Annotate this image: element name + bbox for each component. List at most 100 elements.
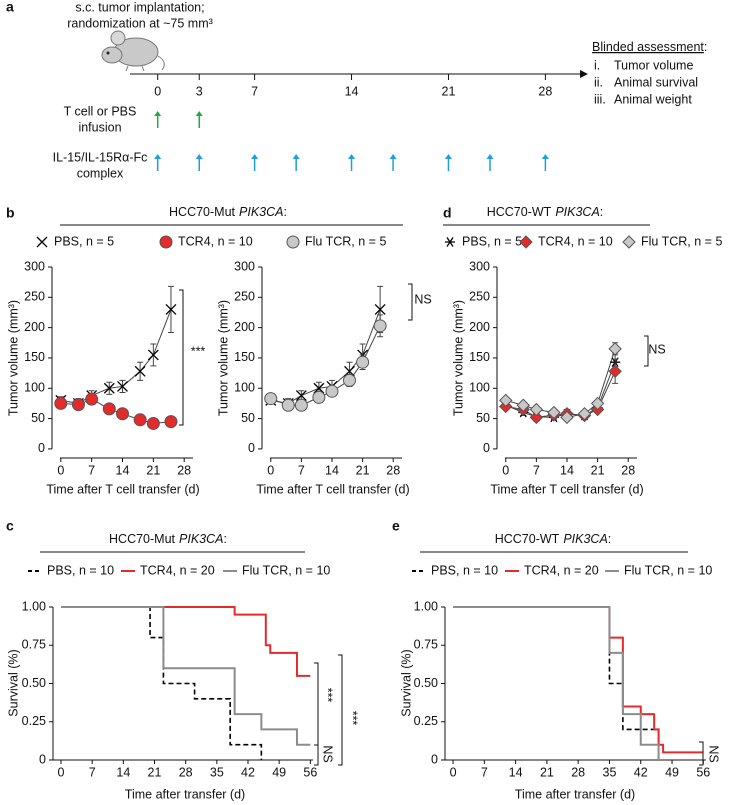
- y-tick-label: 1.00: [22, 599, 46, 613]
- x-tick-label: 28: [538, 84, 552, 98]
- x-tick-label: 49: [272, 765, 286, 779]
- marker: [344, 365, 355, 377]
- y-tick-label: 300: [234, 259, 255, 273]
- y-tick-label: 300: [24, 259, 45, 273]
- legend-swatch: [286, 235, 300, 249]
- y-tick-label: 0: [248, 441, 255, 455]
- x-tick-label: 28: [621, 463, 635, 477]
- marker: [608, 342, 622, 356]
- marker: [529, 402, 544, 417]
- marker: [374, 303, 386, 315]
- marker: [85, 392, 99, 406]
- marker: [590, 396, 605, 411]
- panel-letter: d: [443, 205, 452, 221]
- marker: [54, 396, 68, 410]
- marker: [71, 398, 85, 412]
- y-tick-label: 250: [469, 290, 490, 304]
- legend-label: Flu TCR, n = 10: [624, 563, 712, 577]
- x-tick-label: 3: [196, 84, 203, 98]
- x-tick-label: 35: [210, 765, 224, 779]
- event-arrow: [444, 154, 452, 171]
- y-tick-label: 150: [24, 350, 45, 364]
- legend-label: TCR4, n = 10: [178, 234, 253, 248]
- arrow-head: [195, 111, 203, 116]
- x-tick-label: 28: [177, 463, 191, 477]
- marker: [117, 380, 128, 392]
- x-tick-label: 56: [696, 765, 710, 779]
- header-part: HCC70-Mut: [169, 205, 236, 219]
- y-tick-label: 300: [469, 259, 490, 273]
- x-tick-label: 7: [481, 765, 488, 779]
- y-tick-label: 0.25: [22, 714, 46, 728]
- y-axis-label: Tumor volume (mm³): [451, 300, 465, 416]
- marker: [499, 393, 513, 408]
- legend-label: PBS, n = 10: [47, 563, 114, 577]
- panel-letter: a: [6, 0, 14, 15]
- x-tick-label: 0: [58, 765, 65, 779]
- x-tick-label: 0: [450, 765, 457, 779]
- x-tick-label: 7: [89, 765, 96, 779]
- event-arrow: [348, 154, 356, 171]
- significance-bracket: [314, 744, 319, 766]
- x-tick-label: 28: [179, 765, 193, 779]
- x-tick-label: 56: [303, 765, 317, 779]
- event-arrow: [292, 154, 300, 171]
- x-tick-label: 21: [591, 463, 605, 477]
- x-tick-label: 0: [502, 463, 509, 477]
- survival-line: [61, 606, 311, 746]
- y-tick-label: 50: [476, 411, 490, 425]
- event-arrow: [541, 154, 549, 171]
- assessment-numeral: i.: [594, 58, 600, 72]
- legend-swatch: [159, 235, 173, 249]
- significance-label: ***: [191, 344, 206, 358]
- assessment-item: Tumor volume: [614, 58, 693, 72]
- y-tick-label: 0: [39, 752, 46, 766]
- y-tick-label: 0.75: [414, 638, 438, 652]
- x-tick-label: 21: [540, 765, 554, 779]
- y-tick-label: 0.50: [414, 676, 438, 690]
- x-axis-label: Time after transfer (d): [125, 787, 245, 801]
- significance-bracket: [338, 654, 343, 766]
- significance-label: NS: [707, 745, 721, 762]
- arrow-head: [154, 111, 162, 116]
- y-tick-label: 0.75: [22, 638, 46, 652]
- x-tick-label: 21: [146, 463, 160, 477]
- marker: [516, 398, 530, 412]
- survival-line: [453, 606, 660, 760]
- marker: [164, 415, 178, 429]
- x-tick-label: 14: [345, 84, 359, 98]
- event-arrow: [486, 154, 494, 171]
- arrow-head: [292, 154, 300, 159]
- legend-label: Flu TCR, n = 10: [242, 563, 330, 577]
- y-tick-label: 150: [469, 350, 490, 364]
- mouse-icon: [101, 30, 165, 72]
- legend-label: TCR4, n = 20: [140, 563, 215, 577]
- marker: [325, 384, 339, 398]
- event-arrow: [154, 154, 162, 171]
- y-tick-label: 0: [38, 441, 45, 455]
- marker: [608, 364, 622, 378]
- legend-swatch: [622, 235, 636, 249]
- legend-label: PBS, n = 5: [54, 234, 114, 248]
- legend-swatch: [36, 236, 48, 248]
- legend-swatch: [519, 235, 533, 249]
- marker: [313, 382, 325, 394]
- x-tick-label: 28: [571, 765, 585, 779]
- marker: [356, 355, 370, 369]
- y-tick-label: 1.00: [414, 599, 438, 613]
- significance-bracket: [644, 335, 649, 367]
- marker: [312, 390, 326, 404]
- event-label: IL-15/IL-15Rα-Fc: [53, 150, 148, 164]
- y-tick-label: 0.25: [414, 714, 438, 728]
- legend-label: PBS, n = 5: [462, 234, 522, 248]
- header-part: PIK3CA: [179, 532, 223, 546]
- event-arrow: [195, 111, 203, 128]
- significance-label: ***: [346, 711, 360, 726]
- legend-label: TCR4, n = 20: [524, 563, 599, 577]
- x-tick-label: 42: [634, 765, 648, 779]
- arrow-head: [444, 154, 452, 159]
- arrow-head: [348, 154, 356, 159]
- event-label: T cell or PBS: [64, 104, 137, 118]
- significance-label: ***: [321, 688, 335, 703]
- marker: [147, 349, 159, 361]
